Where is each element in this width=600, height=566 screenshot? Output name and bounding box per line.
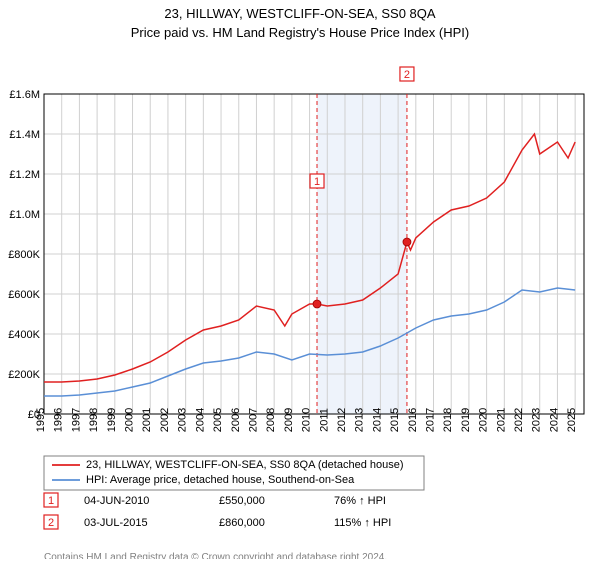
svg-text:2016: 2016: [407, 408, 419, 432]
svg-text:2025: 2025: [566, 408, 578, 432]
svg-text:2004: 2004: [194, 408, 206, 432]
svg-text:2001: 2001: [141, 408, 153, 432]
svg-text:115% ↑ HPI: 115% ↑ HPI: [334, 517, 391, 529]
svg-text:£1.6M: £1.6M: [9, 89, 40, 101]
svg-text:2000: 2000: [124, 408, 136, 432]
svg-text:03-JUL-2015: 03-JUL-2015: [84, 517, 148, 529]
svg-text:2006: 2006: [230, 408, 242, 432]
svg-text:2008: 2008: [265, 408, 277, 432]
svg-text:2009: 2009: [283, 408, 295, 432]
svg-text:2: 2: [404, 69, 410, 81]
svg-text:2022: 2022: [513, 408, 525, 432]
svg-text:£800K: £800K: [8, 249, 40, 261]
svg-text:2017: 2017: [425, 408, 437, 432]
svg-text:2013: 2013: [354, 408, 366, 432]
svg-text:2005: 2005: [212, 408, 224, 432]
svg-text:Contains HM Land Registry data: Contains HM Land Registry data © Crown c…: [44, 552, 387, 559]
svg-text:1998: 1998: [88, 408, 100, 432]
svg-text:2021: 2021: [495, 408, 507, 432]
svg-text:£860,000: £860,000: [219, 517, 265, 529]
svg-text:1996: 1996: [53, 408, 65, 432]
page-title: 23, HILLWAY, WESTCLIFF-ON-SEA, SS0 8QA: [0, 6, 600, 21]
svg-text:2011: 2011: [318, 408, 330, 432]
svg-text:04-JUN-2010: 04-JUN-2010: [84, 495, 149, 507]
svg-text:1: 1: [314, 176, 320, 188]
svg-text:2014: 2014: [371, 408, 383, 432]
svg-text:£400K: £400K: [8, 329, 40, 341]
svg-text:£1.0M: £1.0M: [9, 209, 40, 221]
svg-text:£550,000: £550,000: [219, 495, 265, 507]
svg-text:£200K: £200K: [8, 369, 40, 381]
svg-text:2003: 2003: [177, 408, 189, 432]
svg-text:2019: 2019: [460, 408, 472, 432]
page-subtitle: Price paid vs. HM Land Registry's House …: [0, 25, 600, 40]
svg-text:2: 2: [48, 517, 54, 529]
svg-text:2018: 2018: [442, 408, 454, 432]
svg-text:2010: 2010: [301, 408, 313, 432]
svg-text:76% ↑ HPI: 76% ↑ HPI: [334, 495, 386, 507]
svg-text:2007: 2007: [247, 408, 259, 432]
svg-text:2023: 2023: [531, 408, 543, 432]
svg-text:£600K: £600K: [8, 289, 40, 301]
svg-text:2020: 2020: [478, 408, 490, 432]
svg-text:2002: 2002: [159, 408, 171, 432]
svg-text:£1.2M: £1.2M: [9, 169, 40, 181]
svg-text:2012: 2012: [336, 408, 348, 432]
svg-text:HPI: Average price, detached h: HPI: Average price, detached house, Sout…: [86, 474, 355, 486]
svg-text:1995: 1995: [35, 408, 47, 432]
svg-text:1: 1: [48, 495, 54, 507]
price-chart: £0£200K£400K£600K£800K£1.0M£1.2M£1.4M£1.…: [0, 44, 600, 559]
svg-text:1997: 1997: [70, 408, 82, 432]
svg-text:£1.4M: £1.4M: [9, 129, 40, 141]
svg-text:2015: 2015: [389, 408, 401, 432]
svg-text:1999: 1999: [106, 408, 118, 432]
svg-text:2024: 2024: [548, 408, 560, 432]
svg-text:23, HILLWAY, WESTCLIFF-ON-SEA,: 23, HILLWAY, WESTCLIFF-ON-SEA, SS0 8QA (…: [86, 459, 404, 471]
